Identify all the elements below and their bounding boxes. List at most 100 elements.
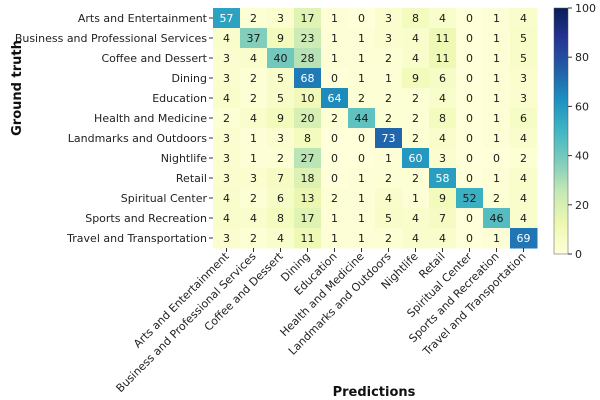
- heatmap-cell-4-4: [321, 88, 349, 109]
- heatmap-cells: [213, 8, 538, 249]
- heatmap-cell-4-3: [294, 88, 322, 109]
- heatmap-cell-1-7: [402, 28, 430, 49]
- heatmap-cell-4-10: [483, 88, 511, 109]
- heatmap-cell-8-2: [267, 168, 295, 189]
- heatmap-cell-3-10: [483, 68, 511, 89]
- heatmap-cell-7-3: [294, 148, 322, 169]
- heatmap-cell-7-10: [483, 148, 511, 169]
- cell-value-8-9: 0: [466, 172, 473, 185]
- cell-value-11-10: 1: [493, 232, 500, 245]
- heatmap-cell-4-2: [267, 88, 295, 109]
- heatmap-cell-2-3: [294, 48, 322, 69]
- cell-value-6-11: 4: [520, 132, 527, 145]
- heatmap-cell-4-9: [456, 88, 484, 109]
- heatmap-cell-9-6: [375, 188, 403, 209]
- cell-value-10-1: 4: [250, 212, 257, 225]
- heatmap-cell-9-8: [429, 188, 457, 209]
- heatmap-cell-10-8: [429, 208, 457, 229]
- cell-value-3-5: 1: [358, 72, 365, 85]
- y-label-health-and-medicine: Health and Medicine: [94, 112, 207, 125]
- cell-value-5-2: 9: [277, 112, 284, 125]
- cell-value-11-9: 0: [466, 232, 473, 245]
- colorbar-tick-label-60: 60: [575, 100, 589, 113]
- heatmap-cell-6-5: [348, 128, 376, 149]
- cell-value-8-8: 58: [436, 172, 450, 185]
- cell-value-0-5: 0: [358, 12, 365, 25]
- cell-value-3-6: 1: [385, 72, 392, 85]
- heatmap-cell-4-6: [375, 88, 403, 109]
- cell-value-10-2: 8: [277, 212, 284, 225]
- cell-value-2-1: 4: [250, 52, 257, 65]
- cell-value-5-6: 2: [385, 112, 392, 125]
- cell-value-3-1: 2: [250, 72, 257, 85]
- cell-value-1-3: 23: [301, 32, 315, 45]
- heatmap-cell-6-3: [294, 128, 322, 149]
- heatmap-cell-8-0: [213, 168, 241, 189]
- cell-value-2-8: 11: [436, 52, 450, 65]
- cell-value-3-0: 3: [223, 72, 230, 85]
- cell-value-2-5: 1: [358, 52, 365, 65]
- cell-value-3-10: 1: [493, 72, 500, 85]
- heatmap-cell-2-4: [321, 48, 349, 69]
- cell-value-6-2: 3: [277, 132, 284, 145]
- heatmap-cell-3-8: [429, 68, 457, 89]
- heatmap-cell-4-5: [348, 88, 376, 109]
- cell-value-1-6: 3: [385, 32, 392, 45]
- cell-value-2-6: 2: [385, 52, 392, 65]
- cell-value-1-2: 9: [277, 32, 284, 45]
- heatmap-cell-0-9: [456, 8, 484, 29]
- cell-value-1-10: 1: [493, 32, 500, 45]
- heatmap-cell-5-4: [321, 108, 349, 129]
- heatmap-cell-0-8: [429, 8, 457, 29]
- y-label-dining: Dining: [171, 72, 207, 85]
- heatmap-cell-5-2: [267, 108, 295, 129]
- heatmap-cell-4-7: [402, 88, 430, 109]
- cell-value-10-8: 7: [439, 212, 446, 225]
- heatmap-cell-1-6: [375, 28, 403, 49]
- cell-value-3-2: 5: [277, 72, 284, 85]
- heatmap-cell-9-4: [321, 188, 349, 209]
- heatmap-cell-6-9: [456, 128, 484, 149]
- cell-value-10-6: 5: [385, 212, 392, 225]
- cell-value-2-4: 1: [331, 52, 338, 65]
- cell-value-4-11: 3: [520, 92, 527, 105]
- cell-value-8-5: 1: [358, 172, 365, 185]
- heatmap-cell-11-2: [267, 228, 295, 249]
- cell-value-10-3: 17: [301, 212, 315, 225]
- heatmap-cell-10-4: [321, 208, 349, 229]
- colorbar-tick-label-20: 20: [575, 199, 589, 212]
- heatmap-cell-1-9: [456, 28, 484, 49]
- heatmap-cell-4-11: [510, 88, 538, 109]
- heatmap-cell-6-8: [429, 128, 457, 149]
- heatmap-cell-11-10: [483, 228, 511, 249]
- cell-value-6-8: 4: [439, 132, 446, 145]
- heatmap-cell-6-10: [483, 128, 511, 149]
- cell-value-7-2: 2: [277, 152, 284, 165]
- cell-value-3-4: 0: [331, 72, 338, 85]
- cell-value-0-1: 2: [250, 12, 257, 25]
- x-axis-title: Predictions: [333, 385, 416, 400]
- heatmap-cell-0-1: [240, 8, 268, 29]
- heatmap-cell-1-8: [429, 28, 457, 49]
- cell-value-11-8: 4: [439, 232, 446, 245]
- cell-value-9-1: 2: [250, 192, 257, 205]
- x-label-business-and-professional-services: Business and Professional Services: [114, 250, 259, 395]
- heatmap-cell-5-10: [483, 108, 511, 129]
- cell-value-9-4: 2: [331, 192, 338, 205]
- heatmap-cell-3-11: [510, 68, 538, 89]
- cell-value-10-9: 0: [466, 212, 473, 225]
- heatmap-cell-2-10: [483, 48, 511, 69]
- cell-value-7-10: 0: [493, 152, 500, 165]
- heatmap-cell-3-1: [240, 68, 268, 89]
- heatmap-cell-3-4: [321, 68, 349, 89]
- heatmap-cell-4-0: [213, 88, 241, 109]
- cell-value-9-9: 52: [463, 192, 477, 205]
- y-label-retail: Retail: [176, 172, 207, 185]
- cell-value-2-11: 5: [520, 52, 527, 65]
- y-axis-title: Ground truth: [10, 40, 25, 136]
- cell-value-4-6: 2: [385, 92, 392, 105]
- cell-value-6-6: 73: [382, 132, 396, 145]
- heatmap-cell-9-2: [267, 188, 295, 209]
- cell-value-7-1: 1: [250, 152, 257, 165]
- heatmap-cell-6-4: [321, 128, 349, 149]
